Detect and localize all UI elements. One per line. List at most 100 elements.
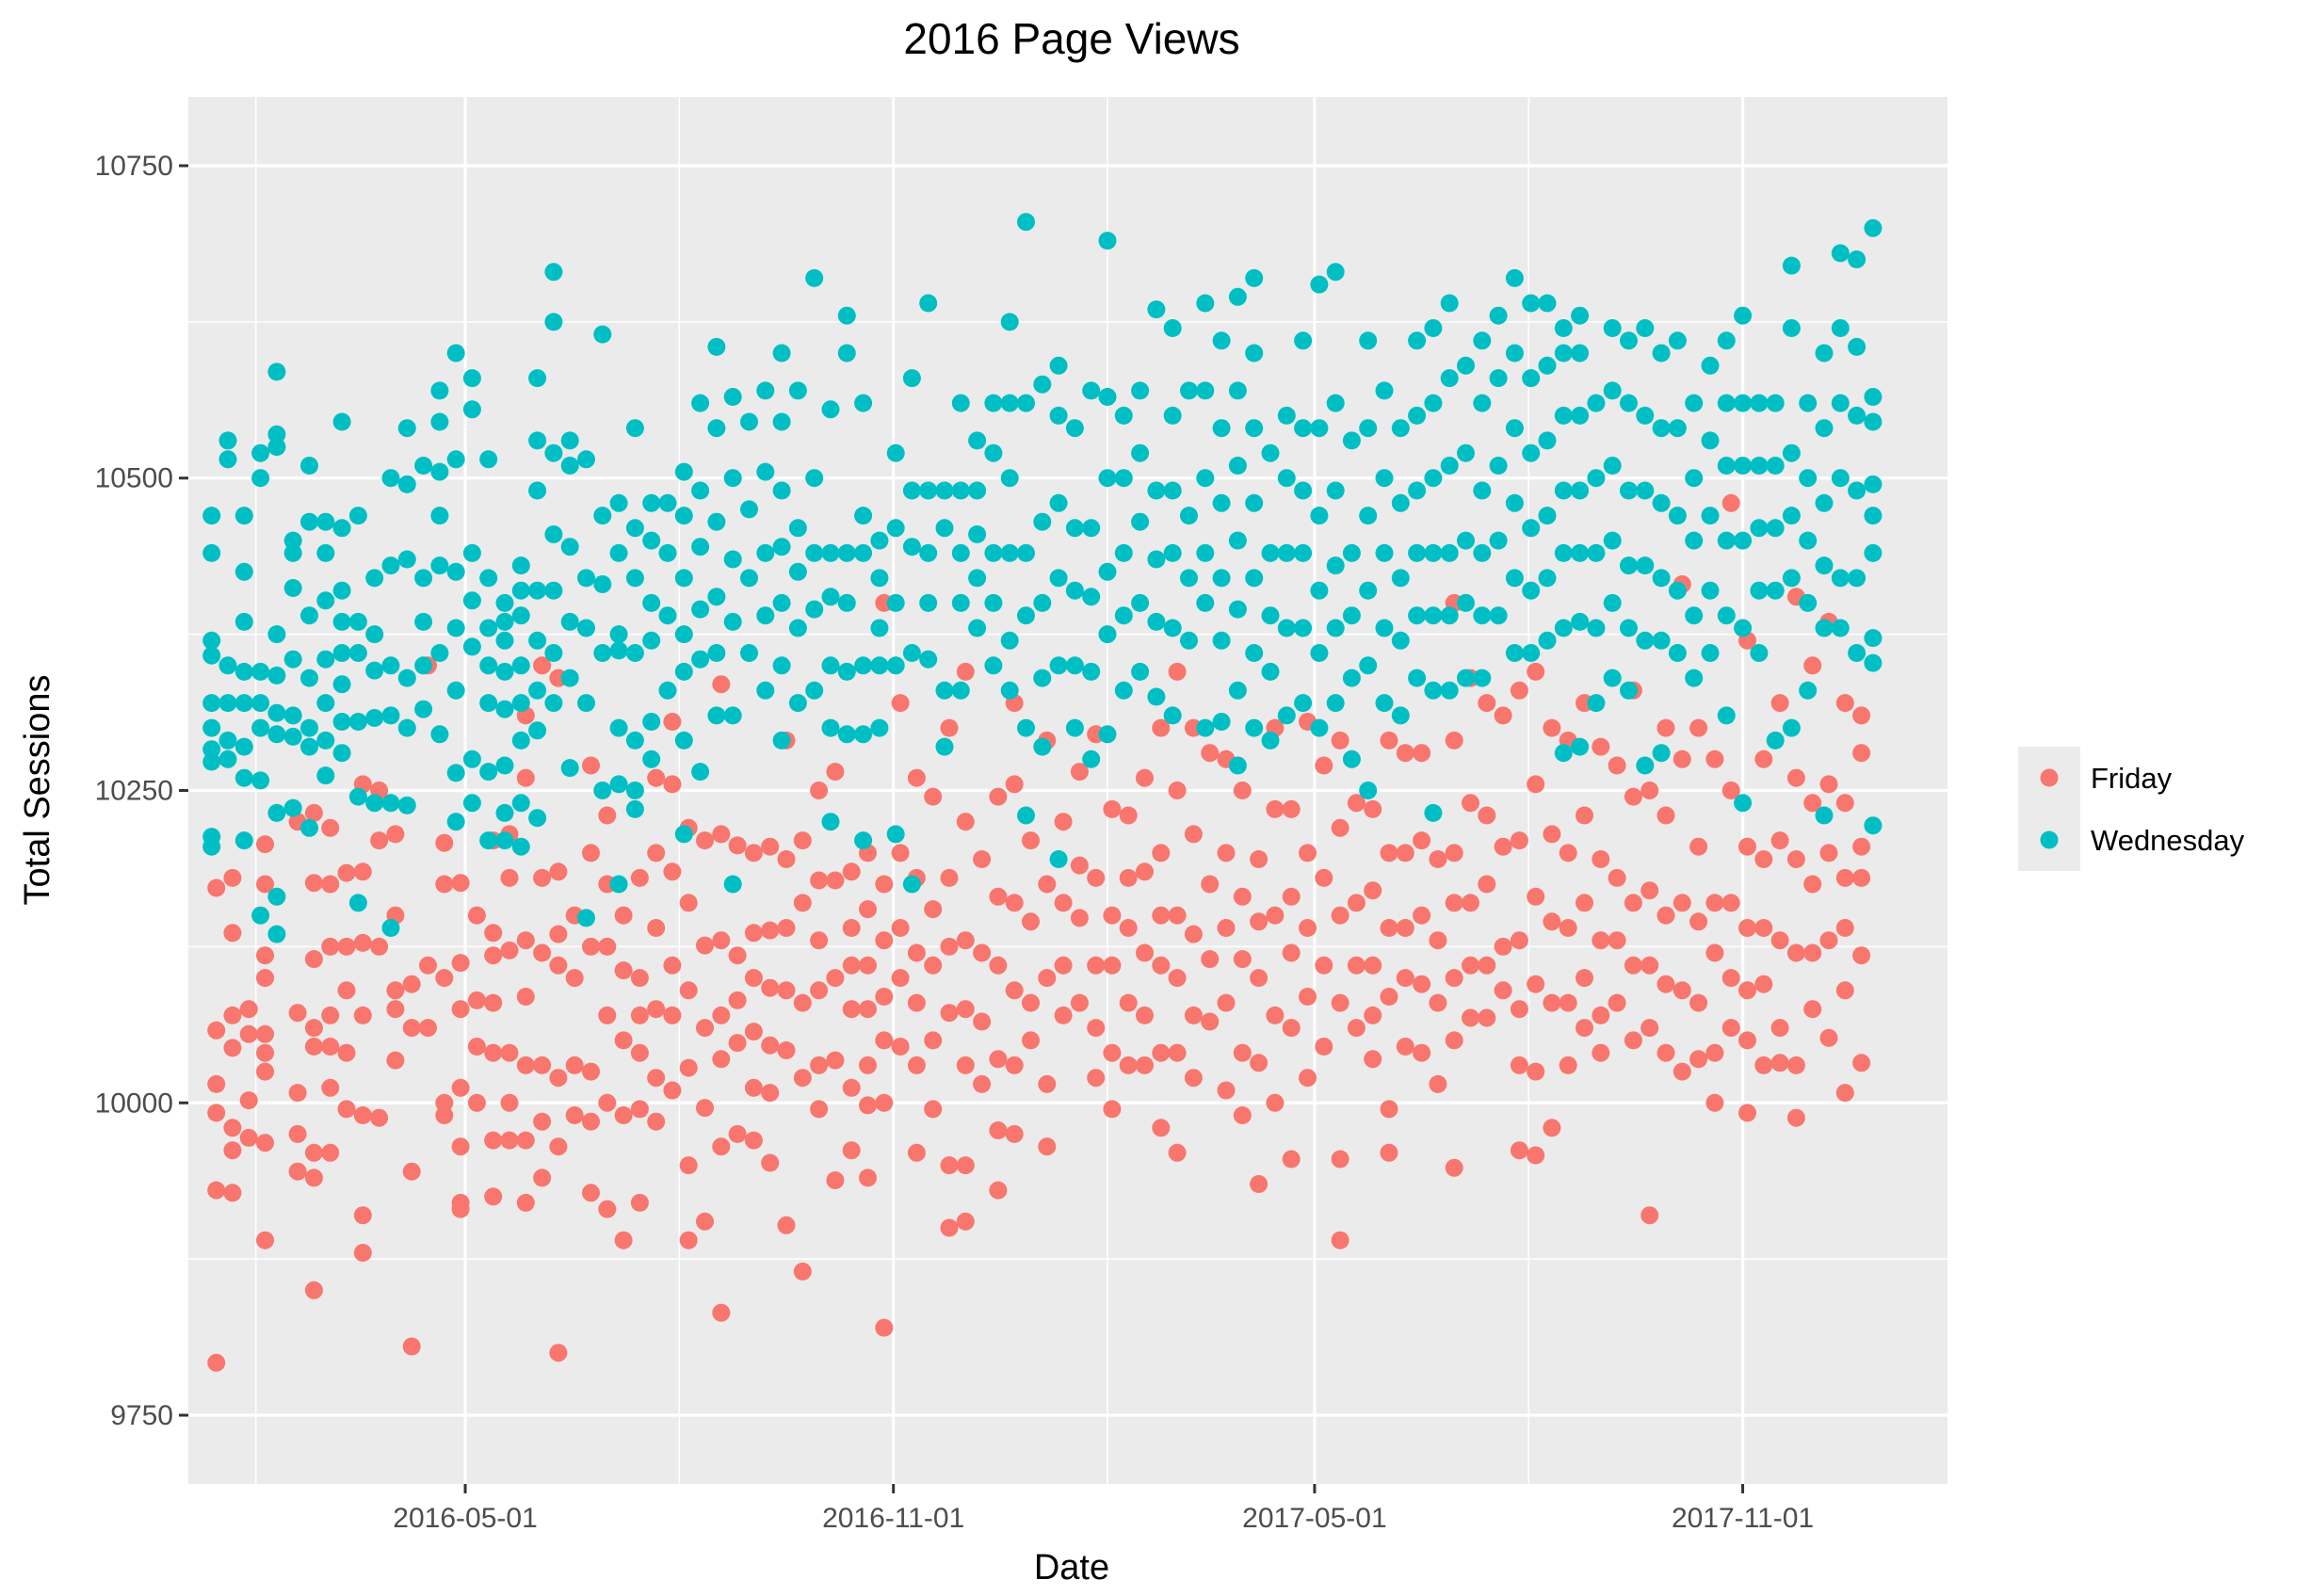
point-friday — [1184, 925, 1203, 943]
point-friday — [549, 1069, 568, 1088]
point-friday — [207, 1353, 226, 1372]
point-friday — [1087, 1069, 1106, 1088]
point-wednesday — [707, 419, 726, 438]
point-wednesday — [788, 694, 807, 713]
point-friday — [712, 1006, 731, 1024]
point-friday — [1852, 946, 1871, 965]
point-wednesday — [756, 462, 775, 481]
point-wednesday — [1636, 406, 1655, 425]
point-friday — [1119, 806, 1138, 825]
point-wednesday — [1000, 313, 1019, 331]
point-friday — [1184, 1069, 1203, 1088]
point-friday — [256, 946, 274, 965]
point-wednesday — [511, 694, 530, 713]
point-wednesday — [919, 650, 938, 669]
point-wednesday — [1864, 475, 1883, 493]
point-wednesday — [251, 694, 270, 713]
point-friday — [1364, 799, 1382, 818]
point-friday — [907, 943, 926, 962]
point-wednesday — [1277, 469, 1296, 488]
point-friday — [1429, 993, 1447, 1012]
point-friday — [1315, 956, 1333, 975]
point-friday — [288, 1124, 307, 1143]
point-friday — [1087, 868, 1106, 887]
point-friday — [1624, 787, 1642, 806]
point-wednesday — [1864, 388, 1883, 406]
point-wednesday — [788, 562, 807, 581]
point-wednesday — [316, 543, 335, 562]
point-friday — [1152, 718, 1171, 737]
point-wednesday — [1114, 543, 1133, 562]
point-wednesday — [1326, 694, 1345, 713]
point-wednesday — [1017, 543, 1035, 562]
point-wednesday — [1212, 569, 1231, 588]
point-wednesday — [1391, 493, 1410, 512]
point-wednesday — [1848, 644, 1867, 662]
point-wednesday — [1848, 250, 1867, 268]
point-friday — [500, 868, 519, 887]
point-wednesday — [1147, 481, 1166, 500]
point-friday — [1038, 1074, 1057, 1093]
point-wednesday — [756, 543, 775, 562]
point-friday — [1786, 850, 1805, 868]
point-wednesday — [984, 656, 1003, 675]
point-wednesday — [1782, 507, 1801, 525]
point-wednesday — [251, 906, 270, 925]
point-friday — [1364, 1006, 1382, 1024]
point-friday — [1282, 1150, 1301, 1169]
point-wednesday — [674, 662, 693, 681]
point-friday — [288, 1084, 307, 1103]
point-friday — [223, 1184, 242, 1202]
point-wednesday — [1750, 394, 1769, 412]
point-friday — [337, 937, 356, 956]
point-wednesday — [446, 813, 465, 831]
point-friday — [207, 1104, 226, 1122]
series-friday — [207, 493, 1871, 1372]
point-wednesday — [674, 825, 693, 844]
point-wednesday — [479, 450, 498, 469]
point-wednesday — [1457, 669, 1475, 687]
point-wednesday — [1489, 369, 1508, 388]
point-friday — [1673, 750, 1691, 768]
point-friday — [696, 1099, 714, 1118]
point-friday — [598, 806, 617, 825]
point-friday — [1331, 1231, 1349, 1249]
point-friday — [1559, 919, 1577, 937]
point-wednesday — [1766, 731, 1785, 750]
point-friday — [223, 1039, 242, 1057]
point-wednesday — [1033, 737, 1052, 756]
point-friday — [973, 943, 992, 962]
point-friday — [1852, 706, 1871, 725]
point-wednesday — [870, 718, 889, 737]
point-friday — [793, 1069, 812, 1088]
point-wednesday — [234, 831, 253, 850]
point-friday — [484, 924, 503, 943]
point-friday — [1022, 1031, 1040, 1050]
point-friday — [940, 1218, 959, 1237]
point-friday — [744, 1131, 763, 1150]
point-wednesday — [1522, 369, 1541, 388]
point-wednesday — [1424, 543, 1443, 562]
point-wednesday — [1082, 750, 1101, 768]
point-wednesday — [495, 700, 514, 718]
point-wednesday — [1554, 406, 1573, 425]
point-friday — [1478, 1008, 1496, 1027]
point-wednesday — [854, 725, 873, 744]
point-wednesday — [1522, 581, 1541, 600]
point-wednesday — [1342, 606, 1361, 625]
point-wednesday — [658, 543, 677, 562]
point-friday — [1184, 1006, 1203, 1024]
point-wednesday — [1620, 556, 1638, 575]
point-wednesday — [1505, 344, 1524, 363]
point-wednesday — [1831, 394, 1850, 412]
point-wednesday — [1489, 306, 1508, 325]
point-friday — [533, 1056, 552, 1074]
point-wednesday — [1538, 356, 1557, 375]
point-friday — [647, 1069, 666, 1088]
point-wednesday — [1294, 619, 1313, 637]
point-wednesday — [984, 593, 1003, 612]
point-wednesday — [511, 837, 530, 856]
point-friday — [1217, 844, 1236, 862]
point-friday — [321, 1038, 340, 1056]
point-friday — [582, 1184, 600, 1202]
